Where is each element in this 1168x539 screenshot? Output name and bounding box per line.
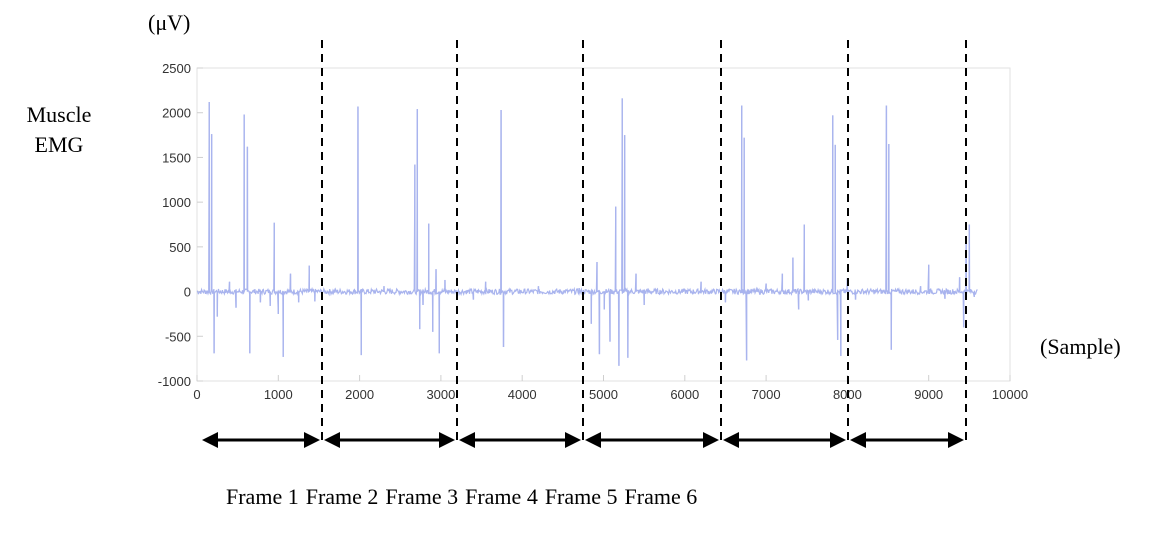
y-tick-label-0: 2500 <box>162 61 191 76</box>
x-tick-label-2: 2000 <box>345 387 374 402</box>
emg-line <box>196 98 978 366</box>
frame-label-5: Frame 5 <box>544 484 618 509</box>
frame-arrow-left-head-5 <box>723 432 739 448</box>
frame-arrows <box>202 432 964 448</box>
frame-arrow-left-head-3 <box>459 432 475 448</box>
frame-label-2: Frame 2 <box>305 484 379 509</box>
y-axis-label: Muscle EMG <box>6 100 112 160</box>
y-tick-label-7: -1000 <box>158 374 191 389</box>
emg-series <box>196 98 978 366</box>
y-tick-label-4: 500 <box>169 240 191 255</box>
y-tick-label-5: 0 <box>184 285 191 300</box>
y-tick-label-6: -500 <box>165 329 191 344</box>
x-tick-label-10: 10000 <box>992 387 1028 402</box>
x-ticks: 0100020003000400050006000700080009000100… <box>193 375 1028 402</box>
y-tick-label-3: 1000 <box>162 195 191 210</box>
y-tick-label-1: 2000 <box>162 106 191 121</box>
frame-dividers <box>321 40 967 446</box>
y-axis-label-line-1: Muscle <box>26 102 92 127</box>
frame-arrow-left-head-1 <box>202 432 218 448</box>
x-unit-label: (Sample) <box>1040 334 1121 359</box>
y-axis-label-line-2: EMG <box>34 132 84 157</box>
y-ticks: 2500 2000 1500 1000 500 0 -500 -1000 <box>158 61 203 389</box>
frame-arrow-right-head-3 <box>565 432 581 448</box>
y-unit-label: (μV) <box>148 10 191 35</box>
frame-arrow-right-head-1 <box>304 432 320 448</box>
x-tick-label-1: 1000 <box>264 387 293 402</box>
frame-label-3: Frame 3 <box>385 484 459 509</box>
x-tick-label-4: 4000 <box>508 387 537 402</box>
frame-arrow-right-head-5 <box>830 432 846 448</box>
frame-arrow-right-head-2 <box>439 432 455 448</box>
frame-label-6: Frame 6 <box>624 484 698 509</box>
x-tick-label-9: 9000 <box>914 387 943 402</box>
x-tick-label-0: 0 <box>193 387 200 402</box>
frame-label-4: Frame 4 <box>465 484 538 509</box>
x-tick-label-7: 7000 <box>752 387 781 402</box>
frame-arrow-right-head-6 <box>948 432 964 448</box>
frame-arrow-right-head-4 <box>703 432 719 448</box>
frame-labels: Frame 1 Frame 2 Frame 3 Frame 4 Frame 5 Frame… <box>226 484 704 510</box>
frame-label-1: Frame 1 <box>226 484 299 509</box>
y-tick-label-2: 1500 <box>162 150 191 165</box>
x-tick-label-6: 6000 <box>670 387 699 402</box>
frame-arrow-left-head-6 <box>850 432 866 448</box>
x-tick-label-3: 3000 <box>426 387 455 402</box>
x-tick-label-5: 5000 <box>589 387 618 402</box>
frame-arrow-left-head-2 <box>324 432 340 448</box>
frame-arrow-left-head-4 <box>585 432 601 448</box>
